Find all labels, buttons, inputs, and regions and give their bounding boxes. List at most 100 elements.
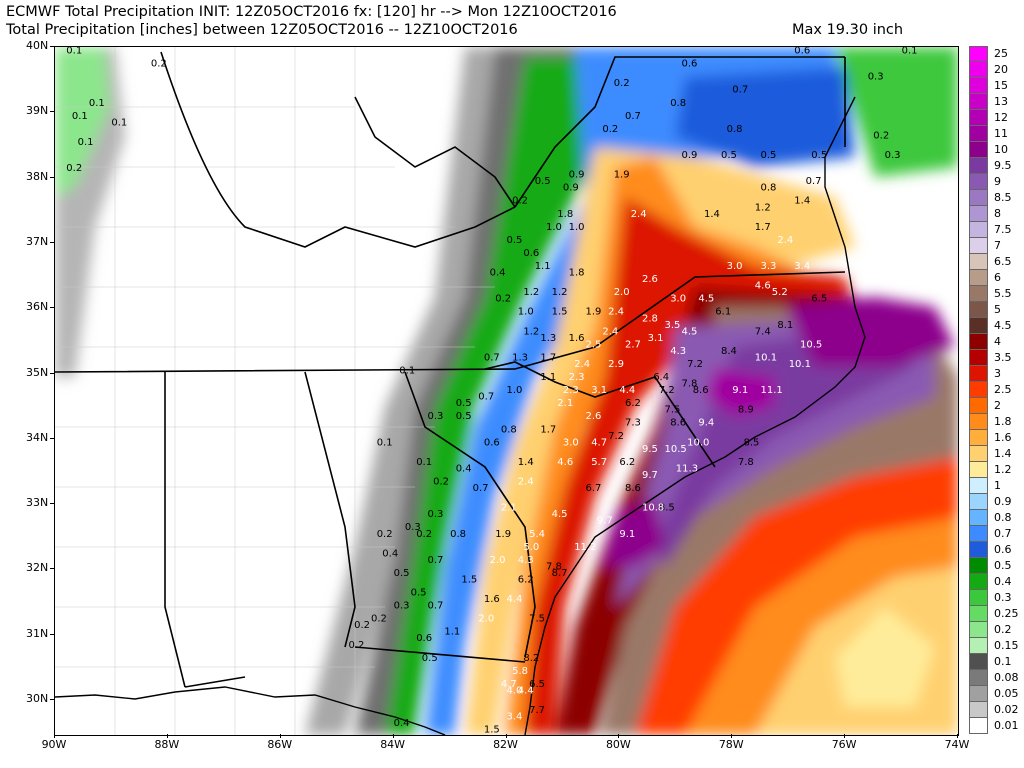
precip-value-label: 0.5 — [456, 398, 472, 409]
precip-value-label: 0.4 — [382, 548, 398, 559]
precip-value-label: 2.4 — [631, 209, 647, 220]
precip-value-label: 2.9 — [608, 359, 624, 370]
precip-value-label: 11.3 — [676, 463, 698, 474]
legend-level-label: 1.2 — [994, 463, 1012, 476]
precip-value-label: 4.5 — [698, 294, 714, 305]
precip-value-label: 9.4 — [698, 418, 714, 429]
precip-value-label: 0.1 — [416, 457, 432, 468]
lon-label: 84W — [380, 738, 406, 751]
precip-value-label: 1.4 — [704, 209, 720, 220]
lat-label: 32N — [26, 561, 49, 575]
precip-value-label: 6.1 — [715, 307, 731, 318]
precip-value-label: 0.5 — [721, 150, 737, 161]
legend-swatch — [969, 542, 988, 558]
precip-value-label: 0.5 — [535, 176, 551, 187]
precip-value-label: 0.4 — [456, 463, 472, 474]
precip-value-label: 2.5 — [586, 339, 602, 350]
precip-value-label: 9.7 — [597, 516, 613, 527]
precip-value-label: 2.3 — [569, 372, 585, 383]
precip-value-label: 2.1 — [501, 503, 517, 514]
legend-swatch — [969, 478, 988, 494]
legend-swatch — [969, 286, 988, 302]
legend-level-label: 4 — [994, 335, 1001, 348]
precip-value-label: 9.5 — [642, 444, 658, 455]
legend-level-label: 6.5 — [994, 255, 1012, 268]
legend-swatch — [969, 302, 988, 318]
precip-value-label: 0.7 — [625, 111, 641, 122]
lon-tick — [166, 734, 168, 738]
precip-value-label: 6.2 — [619, 457, 635, 468]
legend-level-label: 5 — [994, 303, 1001, 316]
precip-value-label: 8.6 — [670, 418, 686, 429]
precip-value-label: 3.1 — [648, 333, 664, 344]
lat-tick — [50, 111, 55, 113]
legend-swatch — [969, 590, 988, 606]
county-lines — [55, 47, 495, 735]
precip-value-label: 1.1 — [540, 372, 556, 383]
legend-level-label: 7 — [994, 239, 1001, 252]
legend-swatch — [969, 110, 988, 126]
precip-value-label: 2.4 — [574, 359, 590, 370]
precip-value-label: 7.8 — [546, 561, 562, 572]
precip-value-label: 6.2 — [625, 398, 641, 409]
precip-value-label: 8.6 — [693, 385, 709, 396]
precip-value-label: 9.1 — [619, 529, 635, 540]
legend-swatch — [969, 526, 988, 542]
precip-value-label: 0.7 — [732, 85, 748, 96]
precip-value-label: 0.8 — [670, 98, 686, 109]
legend-level-label: 20 — [994, 63, 1008, 76]
precip-value-label: 7.7 — [529, 705, 545, 716]
precip-value-label: 1.5 — [484, 725, 500, 735]
lat-label: 34N — [26, 430, 49, 444]
lon-tick — [618, 734, 620, 738]
precip-value-label: 3.0 — [563, 437, 579, 448]
legend-swatch — [969, 62, 988, 78]
lon-tick — [54, 734, 55, 738]
lon-tick — [505, 734, 507, 738]
legend-level-label: 6 — [994, 271, 1001, 284]
precip-value-label: 0.5 — [411, 588, 427, 599]
precip-value-label: 0.3 — [428, 509, 444, 520]
precip-value-label: 4.3 — [670, 346, 686, 357]
precip-value-label: 0.9 — [569, 170, 585, 181]
precip-value-label: 1.0 — [546, 222, 562, 233]
precip-value-label: 1.8 — [569, 268, 585, 279]
lat-tick — [50, 503, 55, 505]
precip-value-label: 4.6 — [755, 281, 771, 292]
lat-tick — [50, 372, 55, 374]
precip-value-label: 10.1 — [755, 352, 777, 363]
precip-value-label: 0.2 — [354, 620, 370, 631]
precip-value-label: 1.2 — [523, 326, 539, 337]
legend-level-label: 11 — [994, 127, 1008, 140]
precip-value-label: 1.2 — [755, 202, 771, 213]
lat-label: 40N — [26, 39, 49, 52]
precip-value-label: 9.1 — [732, 385, 748, 396]
precip-value-label: 2.7 — [625, 339, 641, 350]
precip-value-label: 0.9 — [682, 150, 698, 161]
precip-value-label: 1.3 — [540, 333, 556, 344]
precip-value-label: 0.5 — [761, 150, 777, 161]
precip-value-label: 1.5 — [552, 307, 568, 318]
precip-value-label: 8.4 — [721, 346, 737, 357]
precip-value-label: 0.1 — [89, 98, 105, 109]
precip-value-label: 0.2 — [416, 529, 432, 540]
legend-level-label: 3.5 — [994, 351, 1012, 364]
precip-value-label: 4.4 — [507, 594, 523, 605]
legend-swatch — [969, 510, 988, 526]
precip-value-label: 0.1 — [78, 137, 94, 148]
precip-value-label: 8.1 — [777, 320, 793, 331]
precip-value-label: 0.6 — [416, 633, 432, 644]
precip-value-label: 1.9 — [586, 307, 602, 318]
legend-level-label: 12 — [994, 111, 1008, 124]
precip-value-label: 8.7 — [552, 568, 568, 579]
legend-swatch — [969, 190, 988, 206]
precip-value-label: 2.1 — [557, 398, 573, 409]
precip-value-label: 5.0 — [523, 542, 539, 553]
legend-swatch — [969, 654, 988, 670]
precip-value-label: 4.4 — [518, 686, 534, 697]
legend-level-label: 8.5 — [994, 191, 1012, 204]
precip-value-label: 10.0 — [687, 437, 709, 448]
precip-value-label: 6.7 — [586, 483, 602, 494]
legend-level-label: 9 — [994, 175, 1001, 188]
legend-level-label: 25 — [994, 47, 1008, 60]
